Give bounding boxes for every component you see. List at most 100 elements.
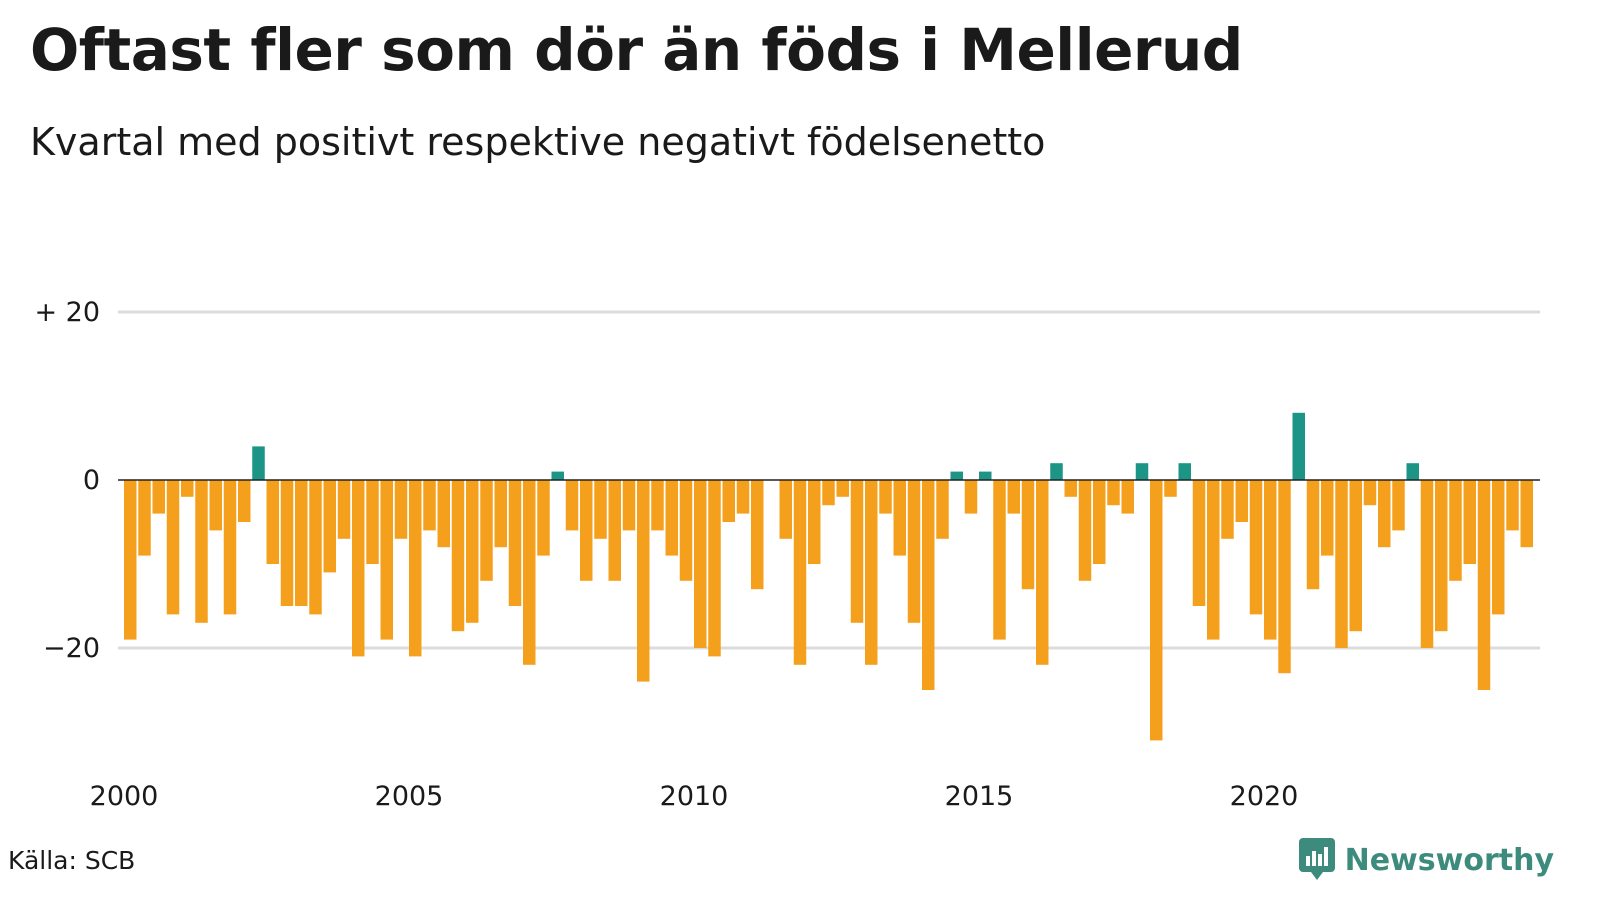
bar-negative bbox=[1093, 480, 1106, 564]
bar-positive bbox=[1406, 463, 1419, 480]
bar-negative bbox=[1164, 480, 1177, 497]
bar-negative bbox=[380, 480, 393, 640]
bar-negative bbox=[238, 480, 251, 522]
bar-negative bbox=[1078, 480, 1092, 581]
bar-negative bbox=[323, 480, 336, 573]
bar-negative bbox=[622, 480, 636, 531]
bar-negative bbox=[907, 480, 921, 623]
bar-negative bbox=[808, 480, 821, 564]
bar-negative bbox=[822, 480, 835, 506]
bar-negative bbox=[922, 480, 935, 690]
bar-negative bbox=[637, 480, 650, 682]
bar-negative bbox=[1335, 480, 1348, 648]
bar-negative bbox=[337, 480, 351, 539]
bar-negative bbox=[466, 480, 479, 623]
x-tick-label: 2000 bbox=[90, 781, 159, 812]
bar-negative bbox=[523, 480, 536, 665]
bar-negative bbox=[1249, 480, 1263, 615]
bar-negative bbox=[1378, 480, 1391, 548]
bar-positive bbox=[551, 471, 564, 480]
bar-negative bbox=[1420, 480, 1434, 648]
bar-negative bbox=[708, 480, 721, 657]
bar-negative bbox=[936, 480, 949, 539]
bar-negative bbox=[152, 480, 165, 514]
bar-negative bbox=[181, 480, 194, 497]
chart-title: Oftast fler som dör än föds i Mellerud bbox=[30, 16, 1243, 84]
bar-negative bbox=[1107, 480, 1120, 506]
bar-negative bbox=[1306, 480, 1320, 590]
bar-negative bbox=[1121, 480, 1134, 514]
bar-negative bbox=[793, 480, 807, 665]
bar-negative bbox=[594, 480, 607, 539]
bar-negative bbox=[850, 480, 864, 623]
bar-negative bbox=[1064, 480, 1077, 497]
bar-negative bbox=[651, 480, 664, 531]
bar-negative bbox=[1449, 480, 1462, 581]
bar-negative bbox=[1520, 480, 1533, 548]
bar-negative bbox=[423, 480, 436, 531]
bar-negative bbox=[1363, 480, 1377, 506]
bar-positive bbox=[1050, 463, 1063, 480]
bar-negative bbox=[309, 480, 322, 615]
x-tick-label: 2020 bbox=[1230, 781, 1299, 812]
bar-negative bbox=[295, 480, 308, 606]
bar-negative bbox=[280, 480, 294, 606]
bar-negative bbox=[1321, 480, 1334, 556]
bar-negative bbox=[608, 480, 621, 581]
bar-negative bbox=[352, 480, 365, 657]
bar-negative bbox=[223, 480, 237, 615]
bar-negative bbox=[1392, 480, 1405, 531]
bar-negative bbox=[366, 480, 379, 564]
bar-positive bbox=[1178, 463, 1191, 480]
bar-negative bbox=[1492, 480, 1505, 615]
y-tick-label: 0 bbox=[83, 465, 100, 496]
bar-negative bbox=[1278, 480, 1291, 674]
y-tick-label: + 20 bbox=[34, 297, 100, 328]
bar-negative bbox=[679, 480, 693, 581]
bar-positive bbox=[950, 471, 963, 480]
bar-negative bbox=[879, 480, 892, 514]
bar-negative bbox=[836, 480, 849, 497]
bar-positive bbox=[1135, 463, 1149, 480]
bar-negative bbox=[124, 480, 137, 640]
newsworthy-logo: Newsworthy bbox=[1298, 838, 1554, 882]
bar-negative bbox=[580, 480, 593, 581]
bar-negative bbox=[1036, 480, 1049, 665]
bar-negative bbox=[1264, 480, 1277, 640]
bar-negative bbox=[1007, 480, 1020, 514]
bar-chart-logo-icon bbox=[1298, 838, 1335, 880]
bar-negative bbox=[508, 480, 522, 606]
bar-negative bbox=[993, 480, 1006, 640]
bar-negative bbox=[266, 480, 279, 564]
bar-negative bbox=[166, 480, 180, 615]
logo-text: Newsworthy bbox=[1344, 842, 1554, 878]
bar-negative bbox=[1463, 480, 1476, 564]
bar-negative bbox=[394, 480, 408, 539]
bar-positive bbox=[252, 446, 265, 480]
bar-negative bbox=[722, 480, 735, 522]
bar-negative bbox=[1192, 480, 1206, 606]
bar-negative bbox=[1349, 480, 1362, 632]
chart-subtitle: Kvartal med positivt respektive negativt… bbox=[30, 120, 1046, 164]
bar-negative bbox=[437, 480, 450, 548]
bar-negative bbox=[1435, 480, 1448, 632]
bar-negative bbox=[195, 480, 208, 623]
bar-negative bbox=[537, 480, 550, 556]
x-tick-label: 2010 bbox=[660, 781, 729, 812]
bar-negative bbox=[1150, 480, 1163, 741]
bar-negative bbox=[694, 480, 707, 648]
bar-positive bbox=[979, 471, 992, 480]
bar-negative bbox=[1221, 480, 1234, 539]
x-tick-label: 2005 bbox=[375, 781, 444, 812]
bar-negative bbox=[1235, 480, 1248, 522]
bar-negative bbox=[751, 480, 764, 590]
bar-negative bbox=[1477, 480, 1491, 690]
bar-negative bbox=[779, 480, 792, 539]
bar-negative bbox=[409, 480, 422, 657]
bar-negative bbox=[480, 480, 493, 581]
bar-negative bbox=[1021, 480, 1035, 590]
bar-negative bbox=[736, 480, 750, 514]
bar-negative bbox=[494, 480, 507, 548]
bar-negative bbox=[209, 480, 222, 531]
